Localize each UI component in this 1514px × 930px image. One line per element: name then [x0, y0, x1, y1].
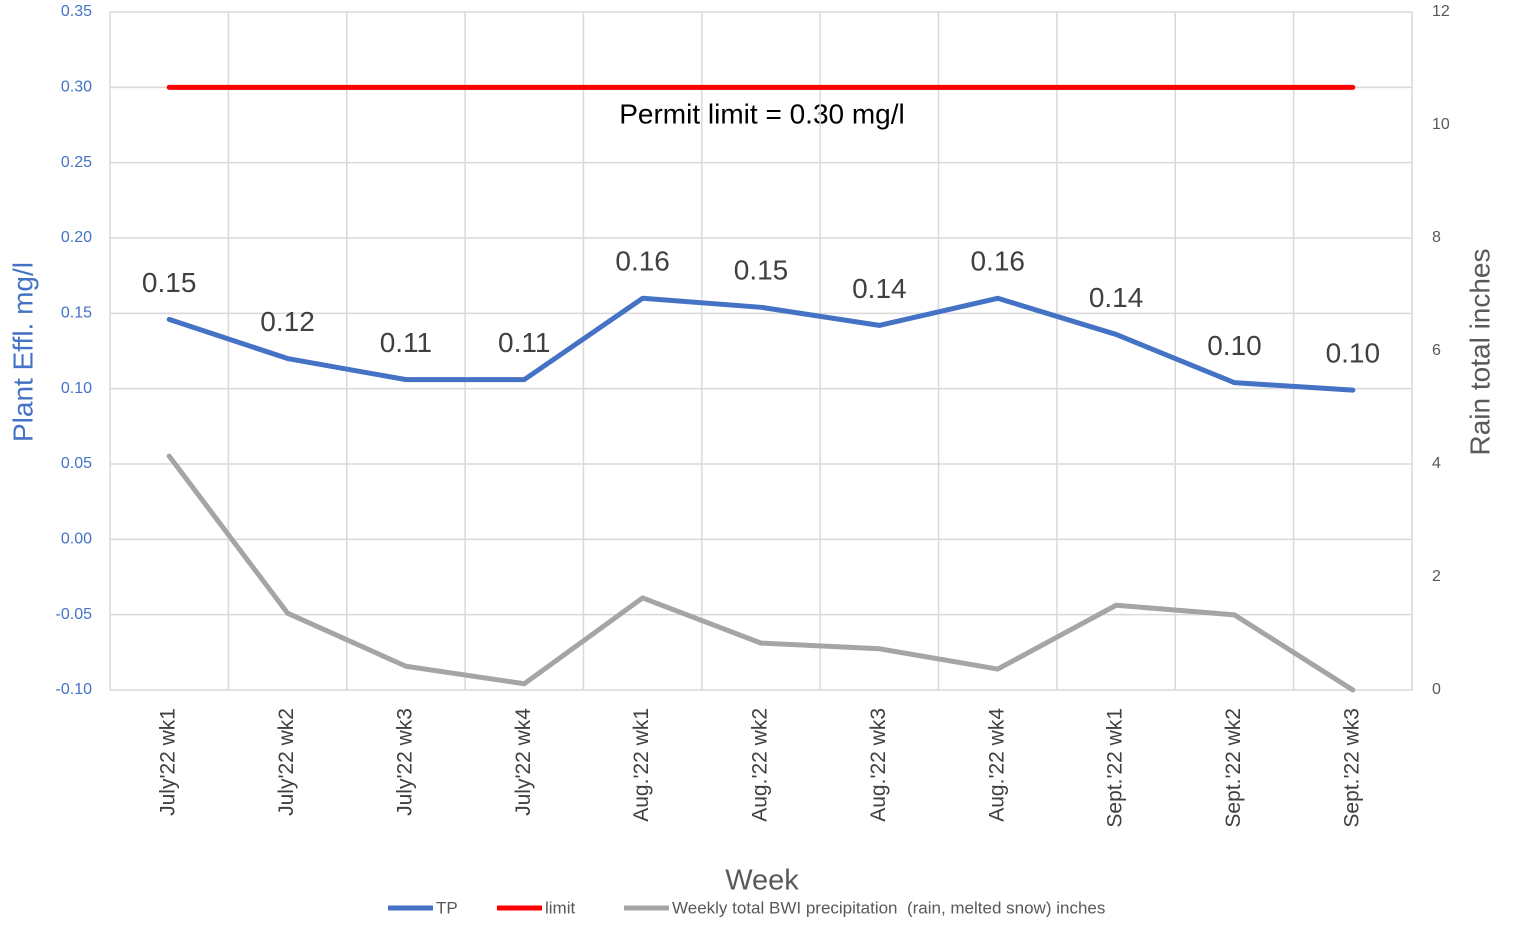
x-tick-label: July'22 wk1 [157, 708, 180, 816]
data-label: 0.11 [380, 327, 432, 358]
data-label: 0.11 [498, 327, 550, 358]
x-axis-label: Week [725, 865, 799, 897]
data-label: 0.16 [615, 246, 670, 277]
y2-tick-label: 6 [1432, 342, 1441, 359]
data-label: 0.10 [1207, 330, 1262, 361]
y-tick-label: -0.05 [56, 606, 93, 623]
y-tick-label: 0.30 [61, 79, 92, 96]
y2-tick-label: 4 [1432, 455, 1441, 472]
x-tick-label: Sept.'22 wk1 [1104, 708, 1127, 828]
data-label: 0.14 [1089, 282, 1144, 313]
series-line [166, 295, 1356, 393]
legend-label: limit [545, 898, 575, 917]
y2-tick-label: 0 [1432, 681, 1441, 698]
data-label: 0.16 [970, 246, 1025, 277]
y-tick-label: 0.00 [61, 531, 92, 548]
legend-label: Weekly total BWI precipitation (rain, me… [672, 898, 1105, 917]
x-tick-label: Aug.'22 wk2 [749, 708, 772, 822]
y-tick-label: -0.10 [56, 681, 93, 698]
y2-tick-label: 12 [1432, 3, 1450, 20]
x-tick-label: July'22 wk2 [275, 708, 298, 816]
legend-label: TP [436, 898, 458, 917]
x-tick-label: Aug.'22 wk4 [985, 708, 1008, 822]
y-axis-label: Plant Effl. mg/l [7, 262, 38, 442]
data-label: 0.15 [734, 255, 789, 286]
x-tick-label: Sept.'22 wk3 [1340, 708, 1363, 828]
x-tick-label: Aug.'22 wk3 [867, 708, 890, 822]
y-tick-label: 0.20 [61, 229, 92, 246]
data-label: 0.14 [852, 273, 907, 304]
y-tick-label: 0.05 [61, 455, 92, 472]
x-tick-label: July'22 wk3 [393, 708, 416, 816]
y-tick-label: 0.10 [61, 380, 92, 397]
y-tick-label: 0.15 [61, 305, 92, 322]
y2-tick-label: 10 [1432, 116, 1450, 133]
y-tick-label: 0.35 [61, 3, 92, 20]
x-tick-label: Sept.'22 wk2 [1222, 708, 1245, 828]
x-tick-label: Aug.'22 wk1 [630, 708, 653, 822]
x-tick-label: July'22 wk4 [512, 708, 535, 816]
y2-tick-label: 2 [1432, 568, 1441, 585]
data-label: 0.12 [260, 306, 315, 337]
data-label: 0.15 [142, 267, 197, 298]
data-label: 0.10 [1326, 338, 1381, 369]
y-tick-label: 0.25 [61, 154, 92, 171]
y2-axis-label: Rain total inches [1464, 248, 1495, 455]
annotation: Permit limit = 0.30 mg/l [619, 98, 905, 129]
y2-tick-label: 8 [1432, 229, 1441, 246]
series-line [166, 453, 1356, 693]
